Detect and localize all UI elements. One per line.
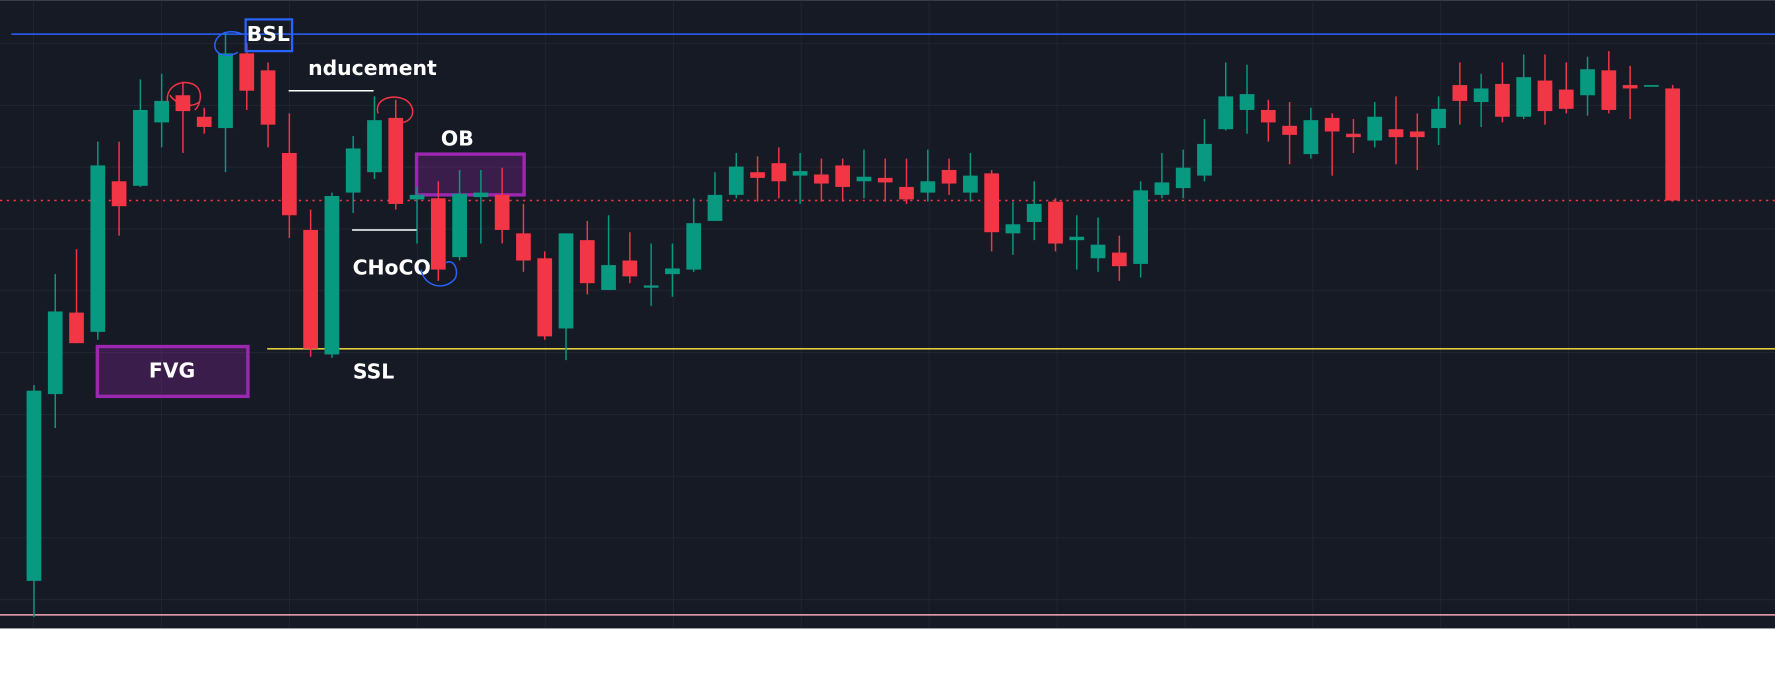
scribble [166,81,202,111]
candle-body [1580,69,1595,96]
candle-body [1005,224,1021,234]
candle-body [175,95,191,112]
candle-body [303,229,318,349]
candle-body [835,165,851,187]
candle-body [345,148,361,193]
candle-body [154,100,170,123]
candle-body [1388,129,1404,138]
candle-body [601,265,616,290]
candle-body [1239,94,1255,110]
candle-body [984,173,1000,233]
candle-body [1537,80,1553,112]
candle-body [537,258,553,337]
candle-body [1154,182,1170,195]
candle-body [1069,236,1085,241]
candle-body [1026,203,1042,223]
candle-body [622,260,638,277]
candle-body [388,117,404,204]
candle-body [1175,167,1191,189]
candle-body [1111,252,1127,267]
zone-box [95,344,250,399]
candle-body [1601,70,1617,110]
candle-body [665,268,680,275]
candle-body [771,163,787,182]
candle-body [1048,201,1063,244]
grid-pattern [0,0,1775,629]
candle-body [367,120,382,173]
candle-body [963,175,978,193]
candle-body [1622,85,1638,89]
annotation-label: SSL [353,360,394,384]
candle-body [1260,109,1276,123]
candle-body [69,312,84,344]
zone-label: FVG [149,358,195,382]
candle-body [1090,244,1106,259]
candle-body [1218,96,1234,130]
candle-body [579,240,595,284]
hand-drawings [166,31,458,287]
candle-body [196,116,212,127]
candle-body [1367,116,1383,141]
candle-body [47,311,63,395]
candle-body [1473,88,1489,103]
candle-body [707,194,723,221]
candle-body [260,70,276,125]
candle-body [899,186,914,200]
scribble [420,261,458,287]
annotation-label: CHoCO [353,255,431,279]
candle-body [728,166,744,195]
candle-body [1282,125,1297,135]
candle-body [1558,89,1574,109]
candle-body [239,53,255,91]
candle-body [1133,190,1148,264]
candle-body [856,176,872,182]
candle-body [1409,131,1425,138]
candle-body [111,181,127,207]
candle-body [686,223,702,270]
scribble [214,31,243,56]
candle-body [409,194,425,200]
candle-body [494,194,510,230]
candle-body [1346,133,1361,138]
candle-body [1324,117,1340,132]
zone-box [414,152,526,197]
zone-label: OB [441,126,474,150]
candle-body [792,171,808,176]
candle-body [1665,88,1681,201]
candle-body [1303,120,1319,155]
candle-body [1197,143,1212,176]
candle-body [1495,83,1510,117]
candle-body [430,198,446,270]
annotation-label: nducement [308,56,437,80]
candle-body [920,181,936,193]
candle-body [1516,77,1532,117]
candle-body [941,169,957,184]
candle-body [90,165,106,332]
candle-body [1644,85,1659,87]
label-frame [244,18,294,53]
candle-body [558,233,574,329]
candle-body [133,109,148,186]
candle-body [281,152,297,216]
candle-body [473,192,489,198]
candle-body [877,177,893,183]
candle-body [452,193,467,258]
candle-body [814,174,829,184]
annotation-label: BSL [247,22,290,46]
scribble [376,96,414,124]
candle-body [324,195,340,355]
candle-body [643,285,659,288]
candle-body [1452,85,1468,101]
candle-body [26,390,42,581]
candle-body [750,172,765,178]
candle-body [516,233,531,261]
candle-body [218,53,233,129]
candle-body [1431,108,1446,129]
